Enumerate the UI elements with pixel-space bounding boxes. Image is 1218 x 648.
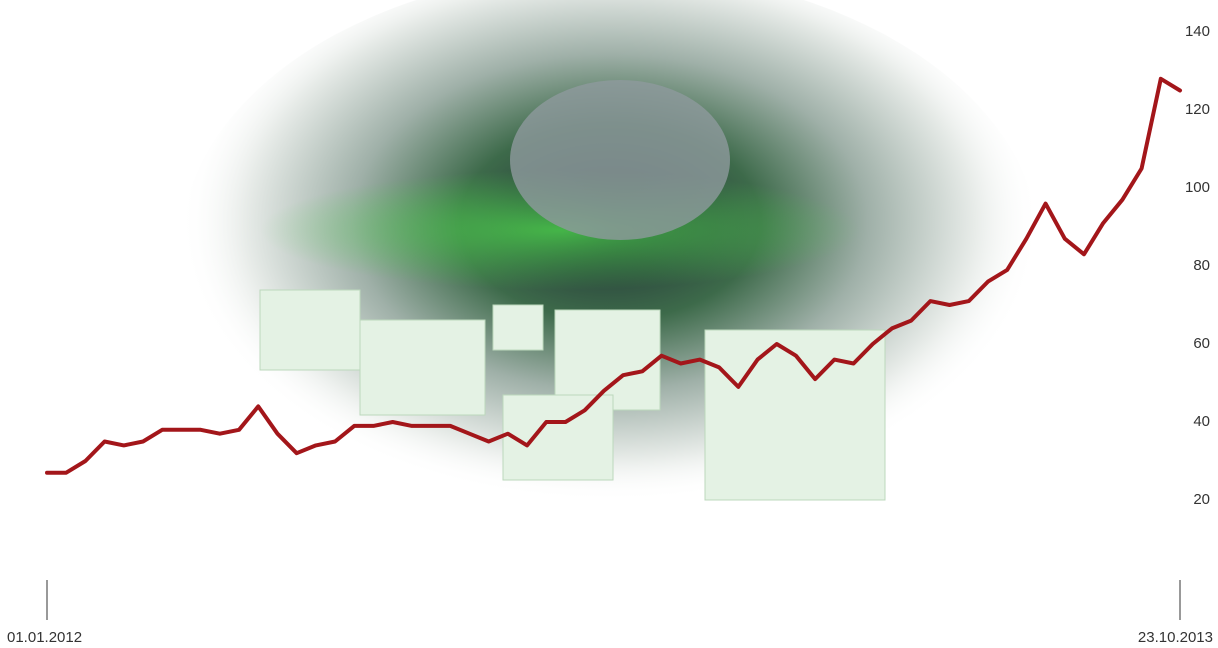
cubes <box>259 289 886 501</box>
y-tick-label: 100 <box>1185 179 1210 196</box>
price-line <box>45 76 1182 475</box>
x-tick-label: 23.10.2013 <box>1138 629 1213 646</box>
y-tick-label: 120 <box>1185 101 1210 118</box>
bull-figure <box>510 80 730 240</box>
y-tick-label: 20 <box>1193 491 1210 508</box>
y-tick-label: 40 <box>1193 413 1210 430</box>
y-tick-label: 80 <box>1193 257 1210 274</box>
x-tick-label: 01.01.2012 <box>7 629 82 646</box>
y-tick-label: 140 <box>1185 23 1210 40</box>
y-tick-label: 60 <box>1193 335 1210 352</box>
